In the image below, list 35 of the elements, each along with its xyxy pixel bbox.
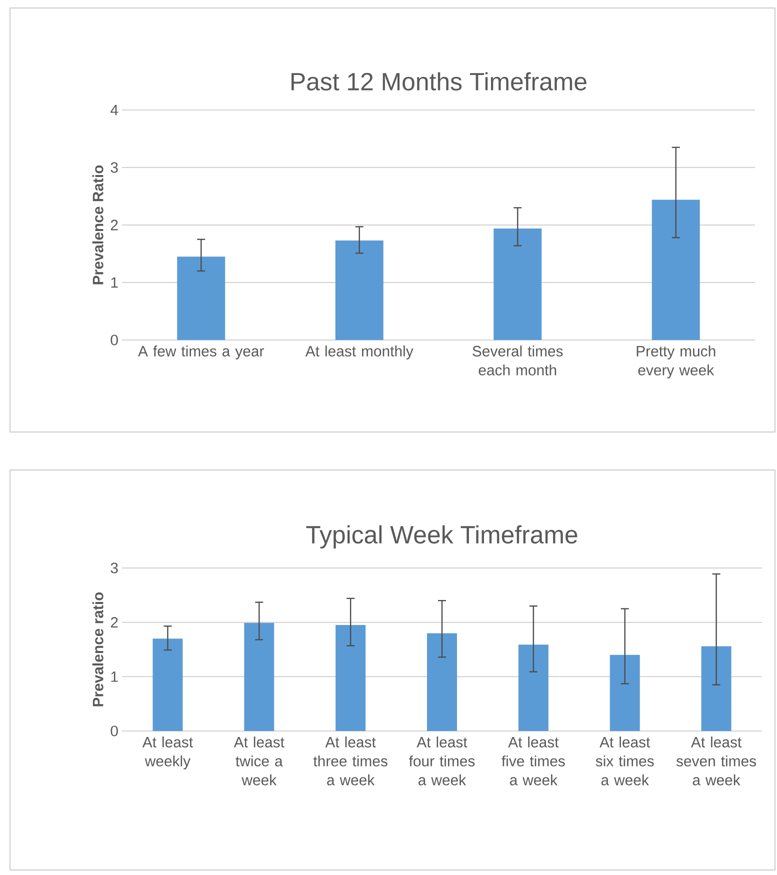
x-tick-label: A few times a year: [138, 346, 264, 360]
chart-title: Typical Week Timeframe: [306, 525, 578, 548]
bar: [152, 638, 183, 731]
chart-title: Past 12 Months Timeframe: [292, 72, 586, 90]
y-tick-label: 2: [110, 617, 118, 628]
x-tick-label: At least three times a week: [313, 736, 388, 786]
x-tick-label: Several times each month: [472, 346, 563, 376]
y-tick-label: 2: [110, 220, 118, 230]
bar: [244, 622, 274, 731]
bar: [336, 625, 366, 731]
bar: [610, 654, 640, 731]
y-tick-label: 4: [110, 104, 118, 116]
bar: [494, 228, 542, 340]
x-tick-label: Pretty much every week: [636, 346, 716, 378]
x-tick-label: At least monthly: [305, 346, 414, 360]
bar: [518, 644, 548, 731]
x-tick-label: At least seven times a week: [676, 736, 756, 786]
bar: [652, 200, 700, 340]
x-tick-label: At least twice a week: [234, 736, 284, 786]
bar: [701, 646, 732, 731]
x-tick-label: At least five times a week: [502, 736, 565, 786]
y-tick-label: 0: [110, 334, 118, 346]
x-tick-label: At least four times a week: [409, 736, 475, 786]
y-axis-title: Prevalence ratio: [92, 592, 104, 706]
x-tick-label: At least weekly: [142, 736, 193, 770]
bar: [177, 256, 226, 340]
y-tick-label: 1: [111, 672, 118, 682]
bar: [427, 633, 457, 731]
y-tick-label: 1: [111, 277, 118, 288]
y-tick-label: 3: [110, 562, 118, 574]
y-tick-label: 3: [110, 162, 118, 173]
x-tick-label: At least six times a week: [596, 736, 654, 786]
y-tick-label: 0: [110, 726, 118, 736]
y-axis-title: Prevalence Ratio: [92, 165, 104, 284]
bar: [335, 240, 384, 340]
